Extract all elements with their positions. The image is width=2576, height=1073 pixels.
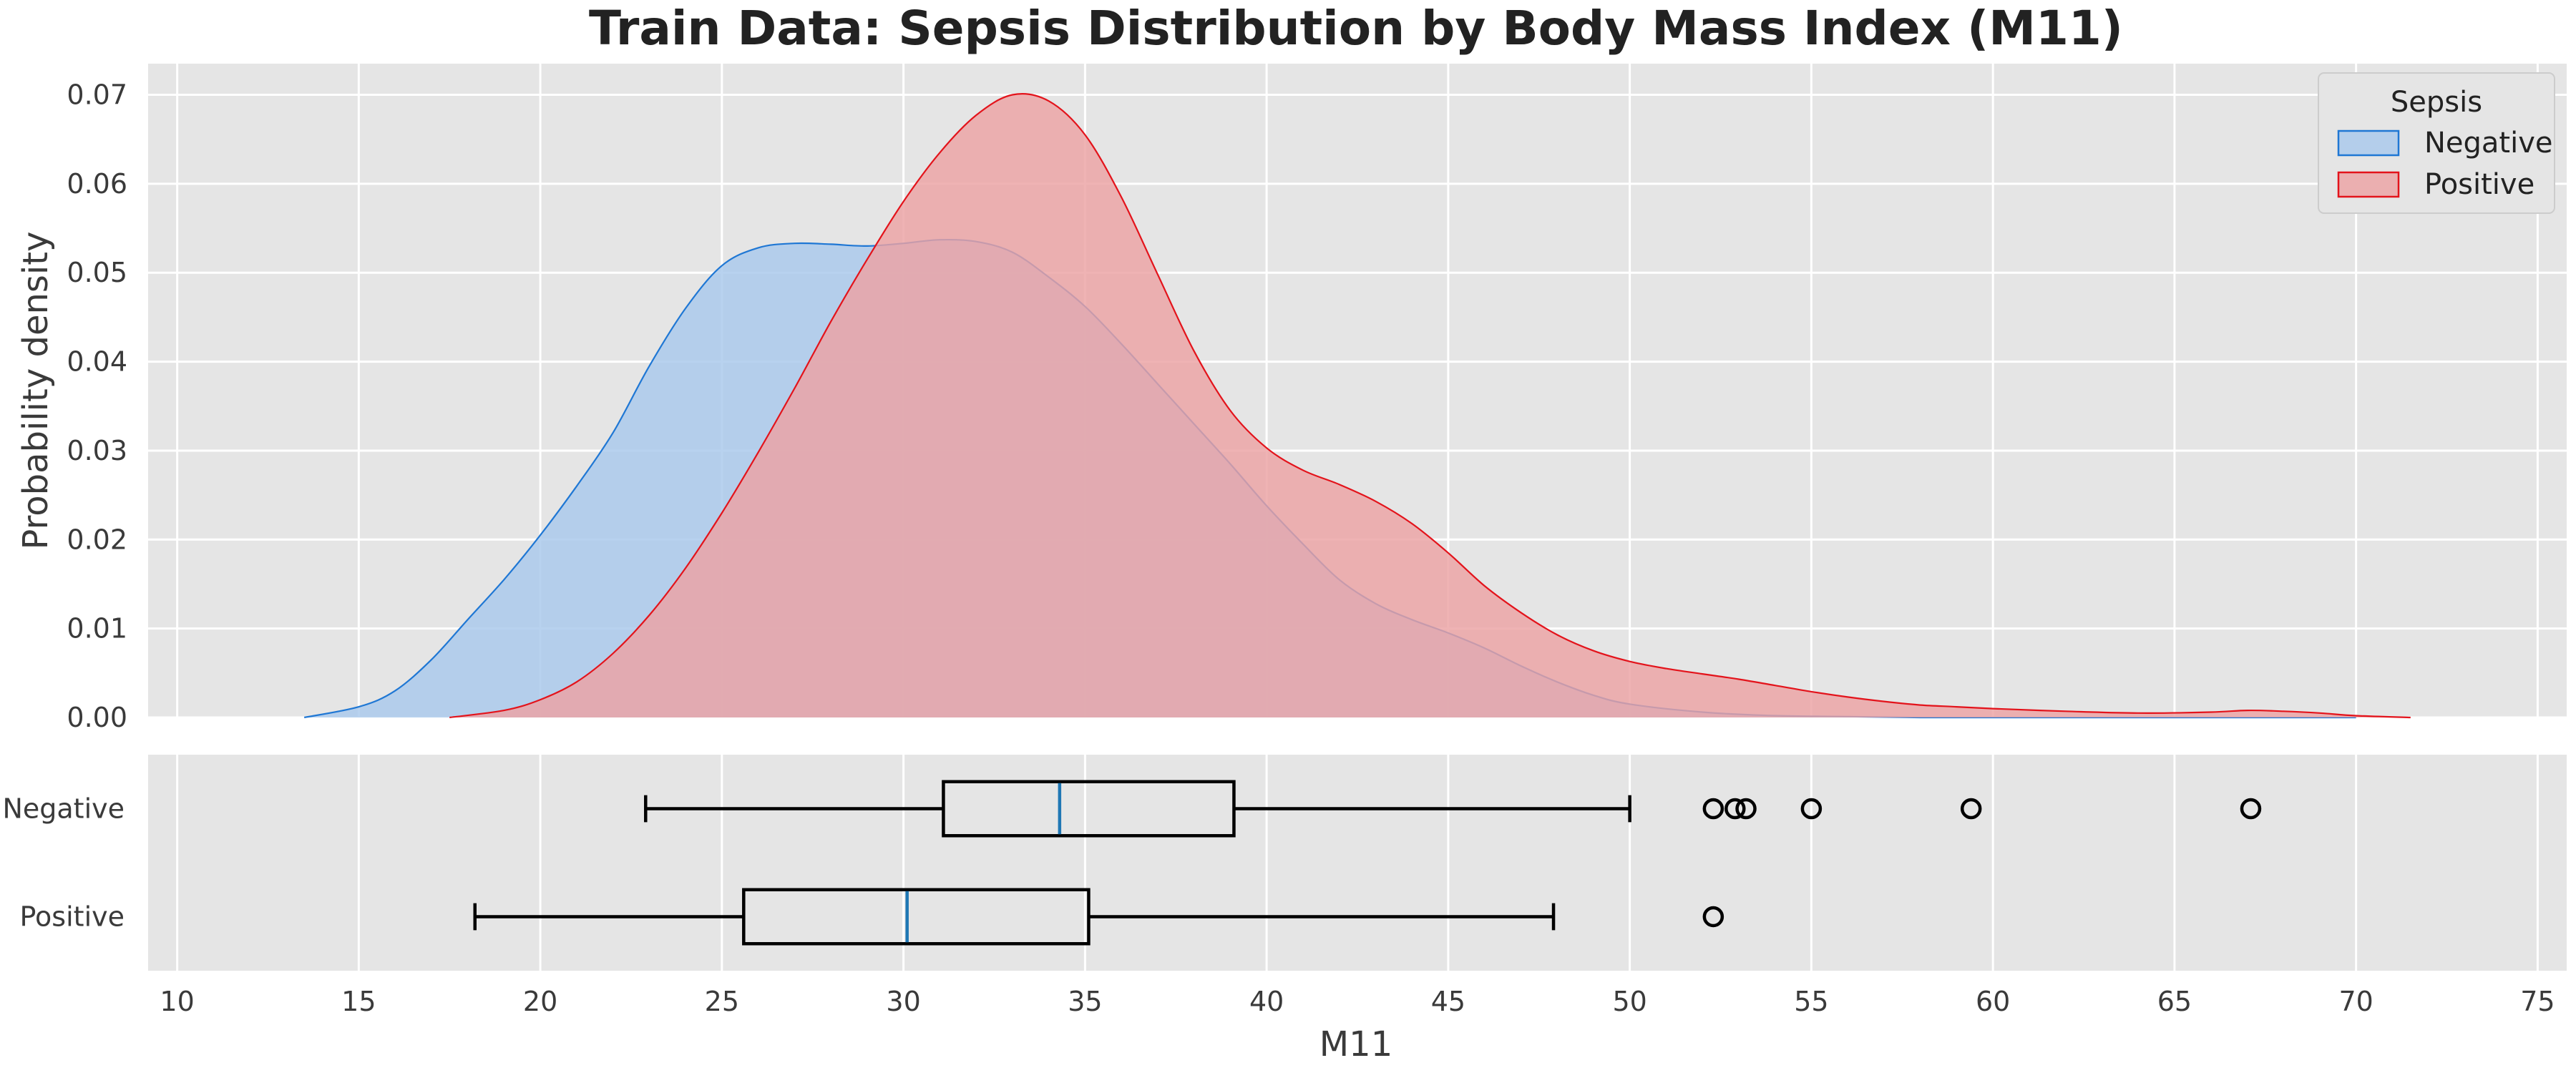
box-negative xyxy=(942,780,1236,838)
density-areas xyxy=(303,93,2411,719)
boxplot-gridlines xyxy=(176,755,2539,971)
category-label-negative: Negative xyxy=(2,793,125,825)
boxplot-panel: Negative Positive xyxy=(2,755,2567,971)
x-tick-label-20: 20 xyxy=(523,986,557,1017)
y-tick-label-0.01: 0.01 xyxy=(67,613,127,645)
y-tick-label-0.06: 0.06 xyxy=(67,168,127,200)
x-tick-label-25: 25 xyxy=(705,986,739,1017)
x-tick-label-75: 75 xyxy=(2520,986,2555,1017)
legend-swatch-negative xyxy=(2337,129,2400,157)
y-tick-label-0.00: 0.00 xyxy=(67,702,127,733)
y-tick-label-0.02: 0.02 xyxy=(67,524,127,555)
x-tick-label-35: 35 xyxy=(1068,986,1102,1017)
x-tick-labels: 10 15 20 25 30 35 40 45 50 55 60 65 70 75 xyxy=(160,986,2555,1017)
box-positive xyxy=(742,888,1091,946)
x-tick-label-60: 60 xyxy=(1976,986,2010,1017)
x-tick-label-40: 40 xyxy=(1249,986,1284,1017)
legend-label-negative: Negative xyxy=(2424,127,2553,160)
legend: Sepsis Negative Positive xyxy=(2318,72,2555,214)
x-tick-label-30: 30 xyxy=(886,986,920,1017)
chart-title: Train Data: Sepsis Distribution by Body … xyxy=(589,1,2123,56)
outlier-positive-0 xyxy=(1702,906,1724,928)
outlier-negative-5 xyxy=(2240,798,2262,820)
boxplot-category-labels: Negative Positive xyxy=(2,793,125,933)
y-tick-label-0.05: 0.05 xyxy=(67,257,127,288)
density-area-positive xyxy=(449,94,2411,717)
density-panel: 0.00 0.01 0.02 0.03 0.04 0.05 0.06 0.07 Probabi… xyxy=(16,64,2567,733)
x-tick-label-50: 50 xyxy=(1612,986,1646,1017)
x-axis-label: M11 xyxy=(1319,1024,1393,1064)
category-label-positive: Positive xyxy=(20,901,125,933)
x-tick-label-15: 15 xyxy=(341,986,376,1017)
x-tick-label-10: 10 xyxy=(160,986,194,1017)
legend-title: Sepsis xyxy=(2391,86,2482,119)
legend-swatch-positive xyxy=(2337,171,2400,198)
outlier-negative-2 xyxy=(1735,798,1757,820)
legend-label-positive: Positive xyxy=(2424,168,2534,201)
outlier-negative-1 xyxy=(1724,798,1746,820)
y-tick-label-0.03: 0.03 xyxy=(67,435,127,466)
y-tick-label-0.04: 0.04 xyxy=(67,346,127,378)
boxplots xyxy=(473,780,2262,946)
outlier-negative-4 xyxy=(1960,798,1982,820)
x-tick-label-65: 65 xyxy=(2157,986,2192,1017)
boxplot-plot-background xyxy=(148,755,2567,971)
y-tick-label-0.07: 0.07 xyxy=(67,79,127,111)
x-tick-label-55: 55 xyxy=(1794,986,1828,1017)
outlier-negative-3 xyxy=(1800,798,1823,820)
y-axis-label: Probability density xyxy=(16,232,56,550)
density-y-tick-labels: 0.00 0.01 0.02 0.03 0.04 0.05 0.06 0.07 xyxy=(67,79,127,733)
outlier-negative-0 xyxy=(1702,798,1724,820)
x-tick-label-45: 45 xyxy=(1431,986,1465,1017)
x-tick-label-70: 70 xyxy=(2338,986,2373,1017)
density-line-positive xyxy=(449,93,2411,719)
